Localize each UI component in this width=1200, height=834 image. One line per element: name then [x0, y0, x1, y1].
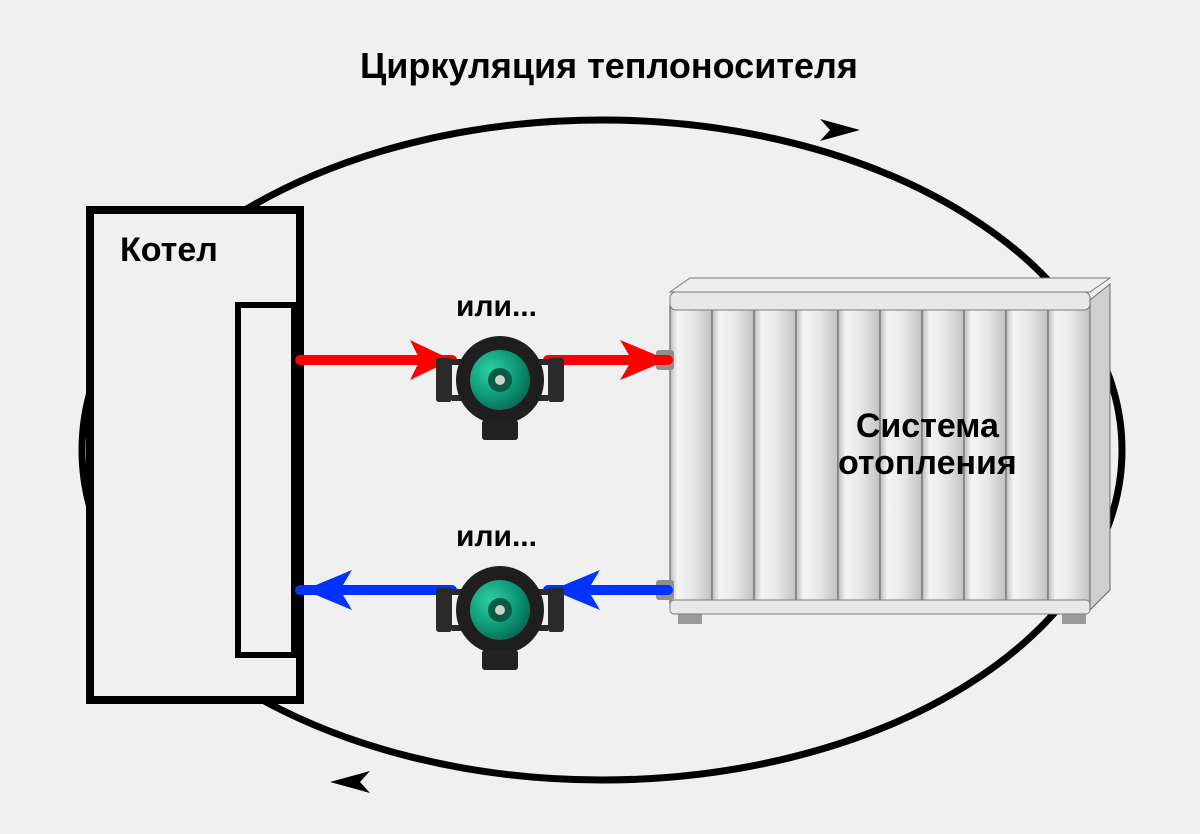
- diagram-canvas: Циркуляция теплоносителя Котел или... ил…: [0, 0, 1200, 834]
- or-label-top: или...: [456, 290, 537, 323]
- boiler: [90, 210, 300, 700]
- boiler-label: Котел: [120, 232, 218, 269]
- diagram-title: Циркуляция теплоносителя: [360, 46, 858, 86]
- pump-bottom: [436, 566, 564, 670]
- diagram-svg: [0, 0, 1200, 834]
- or-label-bottom: или...: [456, 520, 537, 553]
- pump-top: [436, 336, 564, 440]
- system-label: Система отопления: [838, 408, 1017, 483]
